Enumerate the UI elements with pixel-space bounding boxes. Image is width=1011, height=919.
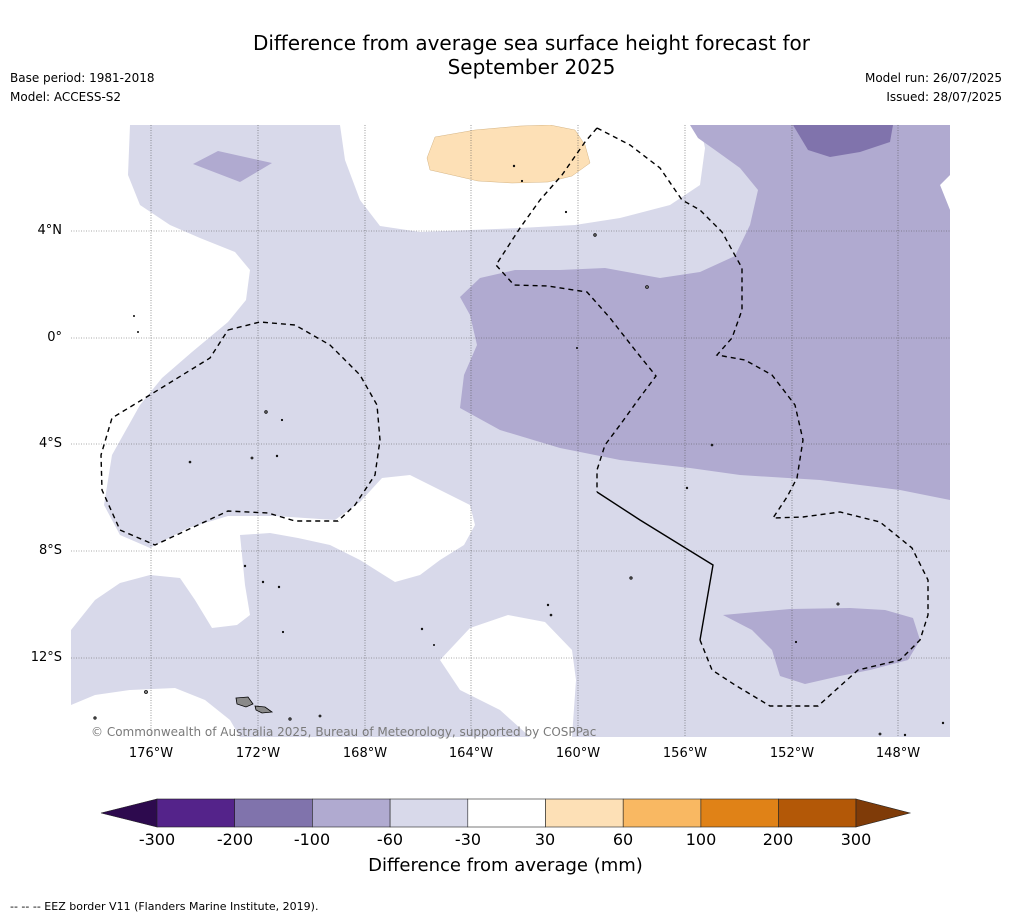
anomaly-purple-northeast xyxy=(793,125,893,157)
colorbar-label: Difference from average (mm) xyxy=(368,855,643,876)
eez-legend-note: -- -- -- EEZ border V11 (Flanders Marine… xyxy=(10,900,319,913)
colorbar-tick: 100 xyxy=(685,830,717,849)
lon-label-156w: 156°W xyxy=(662,746,708,761)
lon-label-164w: 164°W xyxy=(448,746,494,761)
colorbar-extend-high xyxy=(855,798,912,828)
colorbar-bin-8 xyxy=(700,798,779,828)
model-name: Model: ACCESS-S2 xyxy=(10,90,122,104)
title-line-2: September 2025 xyxy=(447,55,616,79)
anomaly-near-zero-east-edge xyxy=(940,175,950,210)
colorbar-tick: -100 xyxy=(293,830,331,849)
lat-label-4s: 4°S xyxy=(38,436,62,451)
colorbar-extend-low xyxy=(100,798,158,828)
copyright-notice: © Commonwealth of Australia 2025, Bureau… xyxy=(91,725,597,739)
anomaly-near-zero-south xyxy=(440,615,576,737)
issued-date: Issued: 28/07/2025 xyxy=(886,90,1002,104)
lon-label-176w: 176°W xyxy=(128,746,174,761)
colorbar-tick: 60 xyxy=(612,830,634,849)
lat-label-0: 0° xyxy=(47,330,62,345)
eez-borders xyxy=(100,127,929,707)
lat-label-12s: 12°S xyxy=(30,650,62,665)
eez-border-central xyxy=(596,127,929,707)
anomaly-lavender-east xyxy=(460,125,950,500)
colorbar xyxy=(100,798,912,828)
chart-title: Difference from average sea surface heig… xyxy=(180,31,883,79)
colorbar-bin-6 xyxy=(545,798,624,828)
lon-label-160w: 160°W xyxy=(555,746,601,761)
meta-left: Base period: 1981-2018 Model: ACCESS-S2 xyxy=(10,69,155,107)
colorbar-bin-9 xyxy=(778,798,857,828)
anomaly-near-zero-southwest xyxy=(71,688,240,737)
anomaly-lavender-northwest xyxy=(193,151,272,182)
map-area xyxy=(71,125,950,737)
lon-label-148w: 148°W xyxy=(875,746,921,761)
colorbar-bin-7 xyxy=(622,798,702,828)
island-medium xyxy=(254,705,274,714)
colorbar-tick: -200 xyxy=(216,830,254,849)
colorbar-bin-4 xyxy=(389,798,469,828)
colorbar-bin-3 xyxy=(312,798,391,828)
colorbar-tick: -30 xyxy=(454,830,482,849)
anomaly-near-zero-west xyxy=(71,125,475,630)
eez-border-west xyxy=(100,321,381,546)
anomaly-lavender-southeast xyxy=(723,608,920,684)
meta-right: Model run: 26/07/2025 Issued: 28/07/2025 xyxy=(865,69,1002,107)
eez-border-solid-segment xyxy=(596,491,714,641)
colorbar-tick: -300 xyxy=(138,830,176,849)
colorbar-tick: 300 xyxy=(840,830,872,849)
gridlines xyxy=(71,125,950,737)
lon-label-152w: 152°W xyxy=(769,746,815,761)
colorbar-bin-2 xyxy=(234,798,313,828)
island-large xyxy=(235,696,254,708)
anomaly-positive-north xyxy=(426,125,591,184)
lat-label-8s: 8°S xyxy=(38,543,62,558)
model-run: Model run: 26/07/2025 xyxy=(864,71,1002,85)
base-period: Base period: 1981-2018 xyxy=(10,71,155,85)
colorbar-tick: 30 xyxy=(534,830,556,849)
colorbar-bin-5 xyxy=(467,798,546,828)
colorbar-bin-1 xyxy=(156,798,235,828)
islands xyxy=(93,164,945,737)
lon-label-172w: 172°W xyxy=(235,746,281,761)
eez-border-north xyxy=(495,127,657,492)
lon-label-168w: 168°W xyxy=(342,746,388,761)
lat-label-4n: 4°N xyxy=(37,223,63,238)
colorbar-tick: 200 xyxy=(762,830,794,849)
colorbar-tick: -60 xyxy=(376,830,404,849)
title-line-1: Difference from average sea surface heig… xyxy=(252,31,811,55)
